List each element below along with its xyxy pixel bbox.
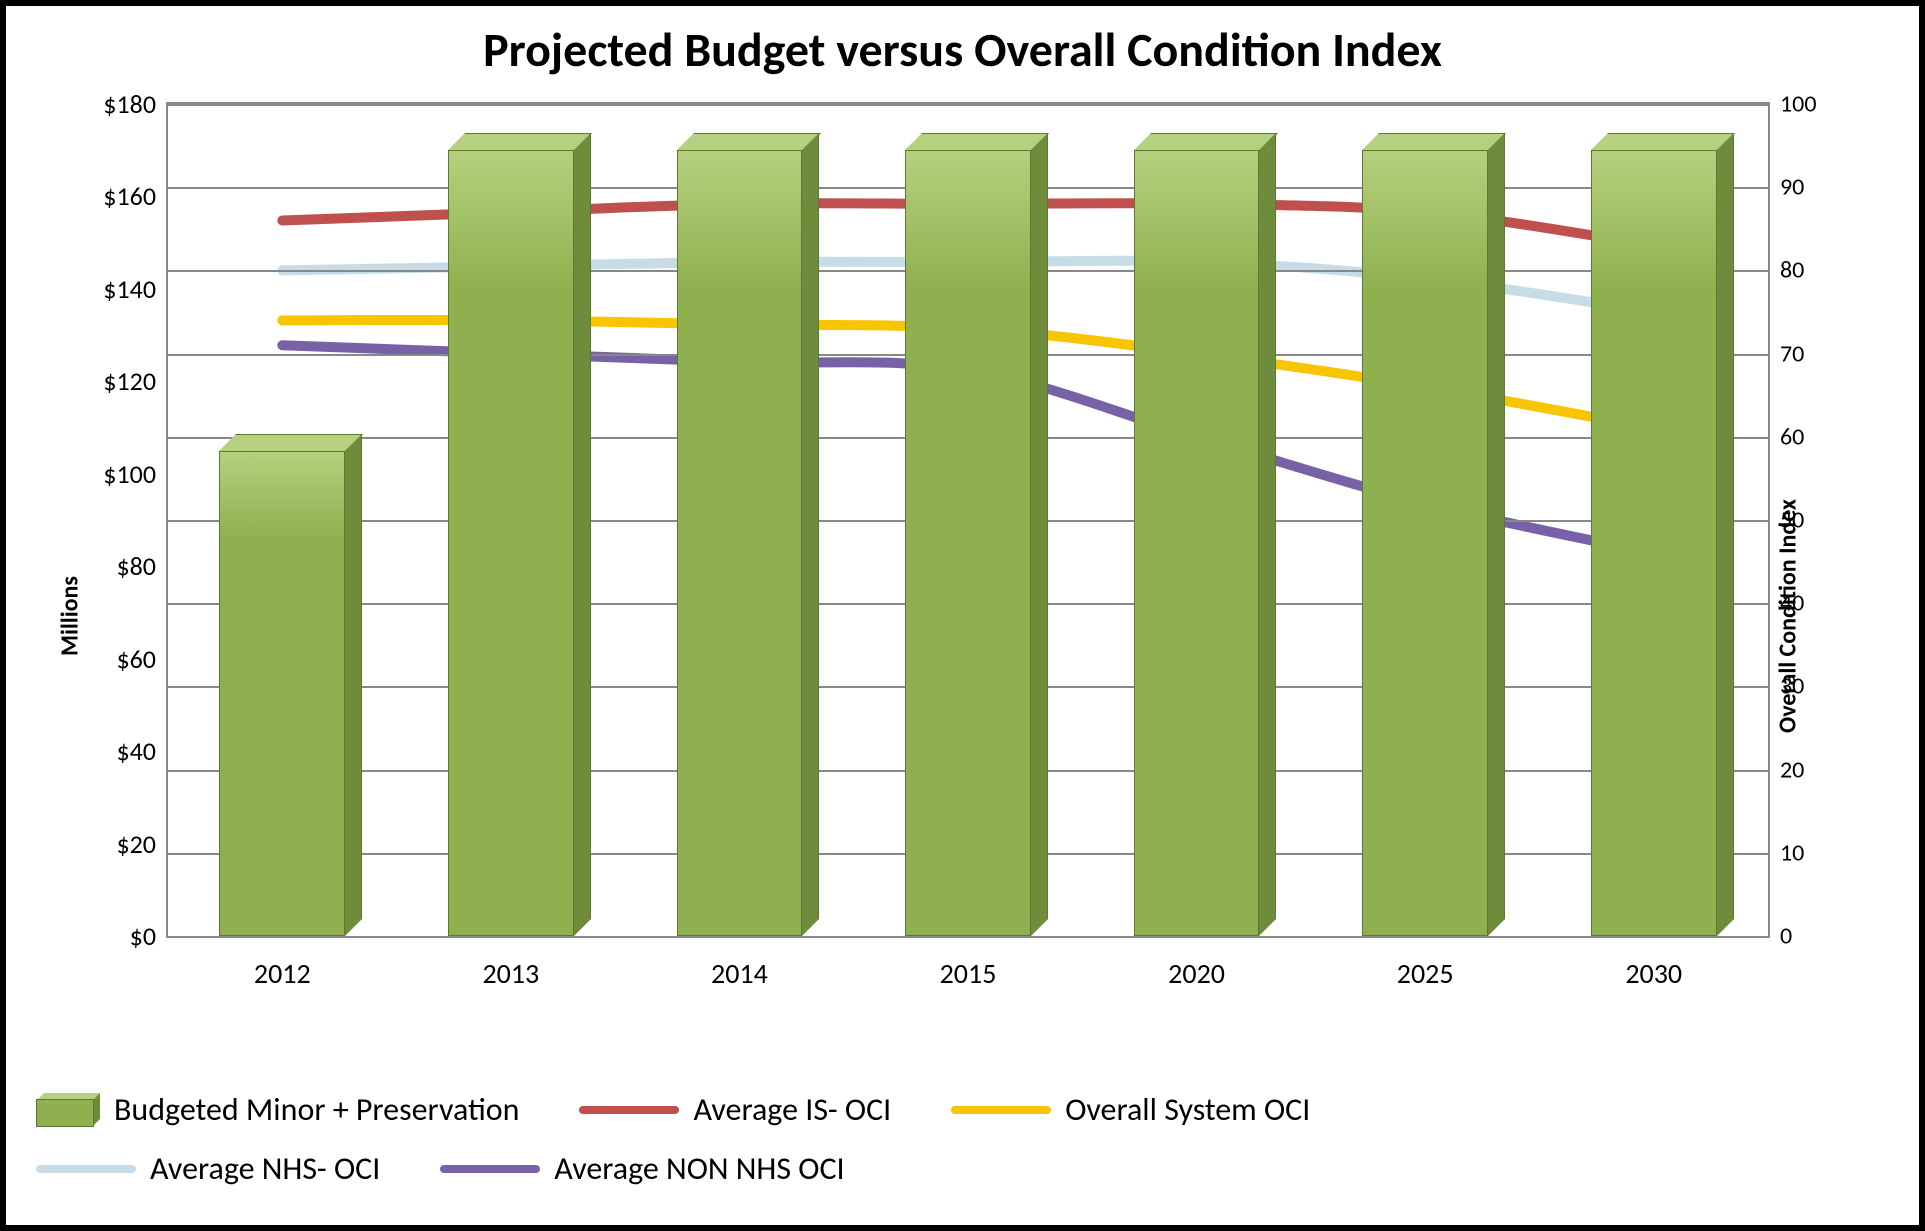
bar: [1362, 150, 1488, 936]
left-y-tick-label: $100: [103, 458, 156, 490]
legend-swatch-line: [579, 1106, 679, 1114]
plot-area: $0$20$40$60$80$100$120$140$160$180010203…: [166, 102, 1770, 938]
x-tick-label: 2030: [1625, 956, 1682, 991]
right-y-tick-label: 70: [1780, 339, 1804, 368]
legend-label: Budgeted Minor + Preservation: [114, 1090, 519, 1129]
legend-swatch-bar: [36, 1093, 100, 1127]
legend-label: Average IS- OCI: [693, 1090, 891, 1129]
right-y-tick-label: 0: [1780, 922, 1792, 951]
bar: [1591, 150, 1717, 936]
legend-item: Budgeted Minor + Preservation: [36, 1090, 519, 1129]
right-y-tick-label: 100: [1780, 90, 1817, 119]
x-tick-label: 2012: [254, 956, 311, 991]
legend-swatch-line: [951, 1106, 1051, 1114]
left-y-tick-label: $180: [103, 88, 156, 120]
bar: [677, 150, 803, 936]
right-y-tick-label: 60: [1780, 422, 1804, 451]
chart-title: Projected Budget versus Overall Conditio…: [6, 20, 1919, 79]
right-y-tick-label: 50: [1780, 506, 1804, 535]
bar: [219, 451, 345, 936]
legend-item: Average NON NHS OCI: [440, 1149, 844, 1188]
chart-frame: Projected Budget versus Overall Conditio…: [0, 0, 1925, 1231]
right-y-tick-label: 40: [1780, 589, 1804, 618]
x-tick-label: 2025: [1397, 956, 1454, 991]
x-tick-label: 2013: [482, 956, 539, 991]
legend-item: Average IS- OCI: [579, 1090, 891, 1129]
gridline: [168, 104, 1768, 106]
x-tick-label: 2015: [940, 956, 997, 991]
right-y-tick-label: 80: [1780, 256, 1804, 285]
left-axis-title: Millions: [55, 576, 84, 656]
bar: [448, 150, 574, 936]
left-y-tick-label: $160: [103, 180, 156, 212]
left-y-tick-label: $140: [103, 273, 156, 305]
left-y-tick-label: $0: [130, 920, 156, 952]
bar: [1134, 150, 1260, 936]
right-y-tick-label: 20: [1780, 755, 1804, 784]
left-y-tick-label: $40: [116, 735, 156, 767]
legend: Budgeted Minor + Preservation Average IS-…: [36, 1090, 1889, 1188]
left-y-tick-label: $20: [116, 828, 156, 860]
left-y-tick-label: $80: [116, 550, 156, 582]
x-tick-label: 2020: [1168, 956, 1225, 991]
legend-label: Average NON NHS OCI: [554, 1149, 844, 1188]
legend-label: Overall System OCI: [1065, 1090, 1310, 1129]
x-tick-label: 2014: [711, 956, 768, 991]
right-y-tick-label: 90: [1780, 173, 1804, 202]
legend-item: Overall System OCI: [951, 1090, 1310, 1129]
left-y-tick-label: $60: [116, 643, 156, 675]
bar: [905, 150, 1031, 936]
legend-swatch-line: [440, 1165, 540, 1173]
right-y-tick-label: 30: [1780, 672, 1804, 701]
legend-item: Average NHS- OCI: [36, 1149, 380, 1188]
legend-swatch-line: [36, 1165, 136, 1173]
left-y-tick-label: $120: [103, 365, 156, 397]
right-y-tick-label: 10: [1780, 838, 1804, 867]
legend-label: Average NHS- OCI: [150, 1149, 380, 1188]
